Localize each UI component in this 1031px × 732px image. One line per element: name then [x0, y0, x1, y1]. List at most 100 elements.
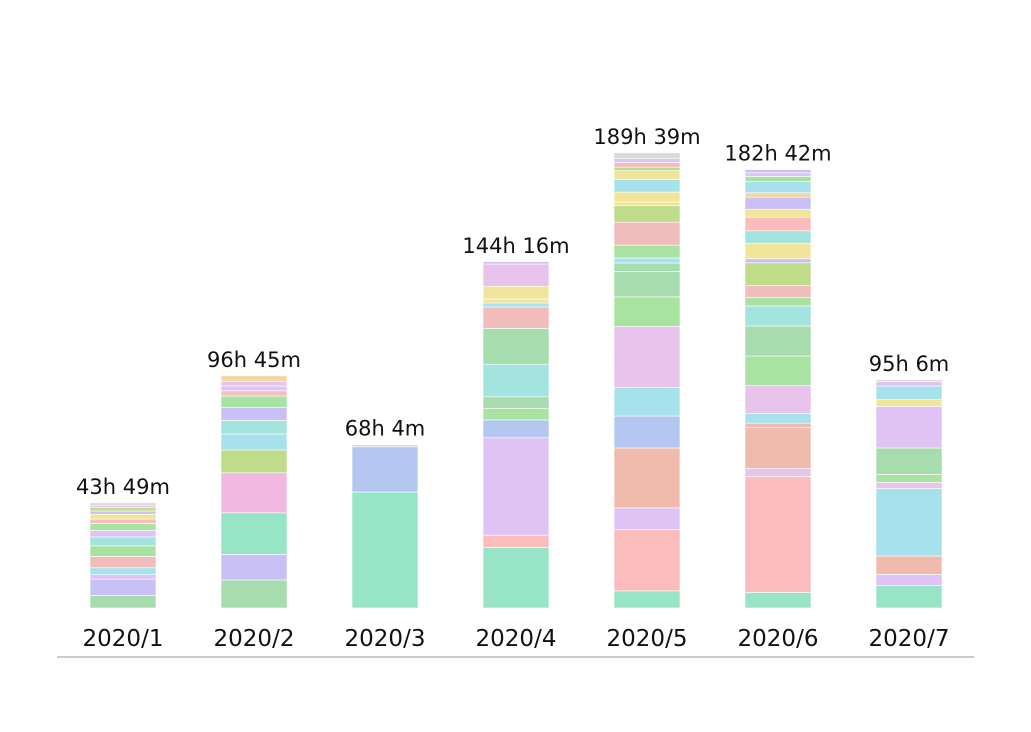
bar-segment — [744, 476, 812, 593]
bar-segment — [220, 433, 288, 451]
bar-segment — [220, 407, 288, 421]
x-tick-label: 2020/3 — [345, 626, 426, 652]
bar-segment — [875, 399, 943, 407]
bar-total-label: 144h 16m — [462, 234, 569, 258]
bar-segment — [89, 510, 157, 515]
bar-segment — [482, 419, 550, 439]
bar-segment — [744, 413, 812, 424]
bar-segment — [220, 554, 288, 581]
bar-total-labels: 43h 49m 96h 45m 68h 4m 144h 16m 189h 39m 182h… — [76, 125, 949, 499]
bar-segment — [744, 208, 812, 218]
bar-segment — [220, 395, 288, 408]
x-tick-label: 2020/7 — [869, 626, 950, 652]
x-tick-label: 2020/4 — [476, 626, 557, 652]
bar-segment — [89, 578, 157, 596]
bar-segment — [482, 408, 550, 421]
bar-segment — [482, 363, 550, 398]
bar-segment — [613, 387, 681, 417]
bar-segment — [351, 444, 419, 448]
bar-2020/1 — [89, 502, 157, 609]
bar-total-label: 68h 4m — [345, 417, 426, 441]
bar-segment — [220, 390, 288, 397]
bar-segment — [744, 192, 812, 198]
bar-segment — [89, 595, 157, 609]
bar-segment — [482, 437, 550, 536]
bar-2020/4 — [482, 261, 550, 609]
bar-segment — [613, 447, 681, 509]
bar-segment — [613, 179, 681, 193]
bar-segment — [351, 491, 419, 609]
bar-segment — [613, 205, 681, 223]
bar-segment — [744, 172, 812, 177]
bar-total-label: 95h 6m — [869, 352, 950, 376]
bar-segment — [613, 201, 681, 207]
bar-segment — [744, 285, 812, 298]
bar-segment — [744, 468, 812, 477]
bar-segment — [482, 328, 550, 365]
bar-segment — [875, 555, 943, 575]
bar-segment — [875, 474, 943, 483]
bar-segment — [89, 556, 157, 569]
bar-segment — [482, 298, 550, 304]
bar-segment — [744, 230, 812, 244]
bar-segment — [744, 422, 812, 428]
bar-segment — [744, 258, 812, 264]
bar-segment — [744, 176, 812, 182]
bar-segment — [744, 262, 812, 286]
bar-segment — [220, 375, 288, 382]
bar-segment — [89, 523, 157, 531]
x-tick-label: 2020/5 — [607, 626, 688, 652]
bar-2020/7 — [875, 379, 943, 609]
bar-segment — [220, 472, 288, 514]
bar-segment — [744, 427, 812, 469]
bar-segment — [613, 507, 681, 531]
bar-segment — [875, 574, 943, 586]
bar-segment — [613, 415, 681, 449]
x-tick-label: 2020/2 — [214, 626, 295, 652]
x-tick-label: 2020/1 — [83, 626, 164, 652]
bar-segment — [744, 181, 812, 194]
bar-segment — [89, 513, 157, 520]
bar-segment — [613, 257, 681, 264]
bar-segment — [613, 590, 681, 609]
bar-segment — [482, 534, 550, 548]
bar-segment — [220, 449, 288, 474]
bar-segment — [482, 396, 550, 409]
bar-segment — [613, 529, 681, 592]
bar-segment — [613, 296, 681, 327]
bar-2020/2 — [220, 375, 288, 609]
bar-segment — [613, 166, 681, 172]
bar-segment — [351, 446, 419, 493]
bar-segment — [744, 196, 812, 210]
bar-total-label: 43h 49m — [76, 475, 170, 499]
bars-group — [89, 152, 943, 609]
bar-segment — [744, 592, 812, 609]
bar-segment — [744, 385, 812, 414]
bar-segment — [613, 262, 681, 272]
bar-segment — [613, 244, 681, 259]
bar-segment — [220, 385, 288, 392]
bar-segment — [482, 285, 550, 300]
bar-segment — [89, 502, 157, 506]
bar-segment — [613, 271, 681, 298]
x-tick-label: 2020/6 — [738, 626, 819, 652]
bar-segment — [89, 507, 157, 512]
bar-total-label: 96h 45m — [207, 348, 301, 372]
bar-segment — [613, 191, 681, 203]
bar-segment — [220, 512, 288, 555]
bar-segment — [89, 536, 157, 547]
bar-segment — [744, 169, 812, 174]
bar-segment — [613, 221, 681, 246]
bar-segment — [875, 482, 943, 489]
bar-segment — [89, 530, 157, 538]
bar-segment — [875, 381, 943, 387]
bar-segment — [482, 261, 550, 265]
bar-segment — [220, 420, 288, 435]
bar-segment — [875, 385, 943, 400]
bar-segment — [875, 447, 943, 475]
bar-total-label: 189h 39m — [593, 125, 700, 149]
bar-segment — [89, 567, 157, 575]
bar-2020/5 — [613, 152, 681, 609]
bar-segment — [744, 216, 812, 232]
